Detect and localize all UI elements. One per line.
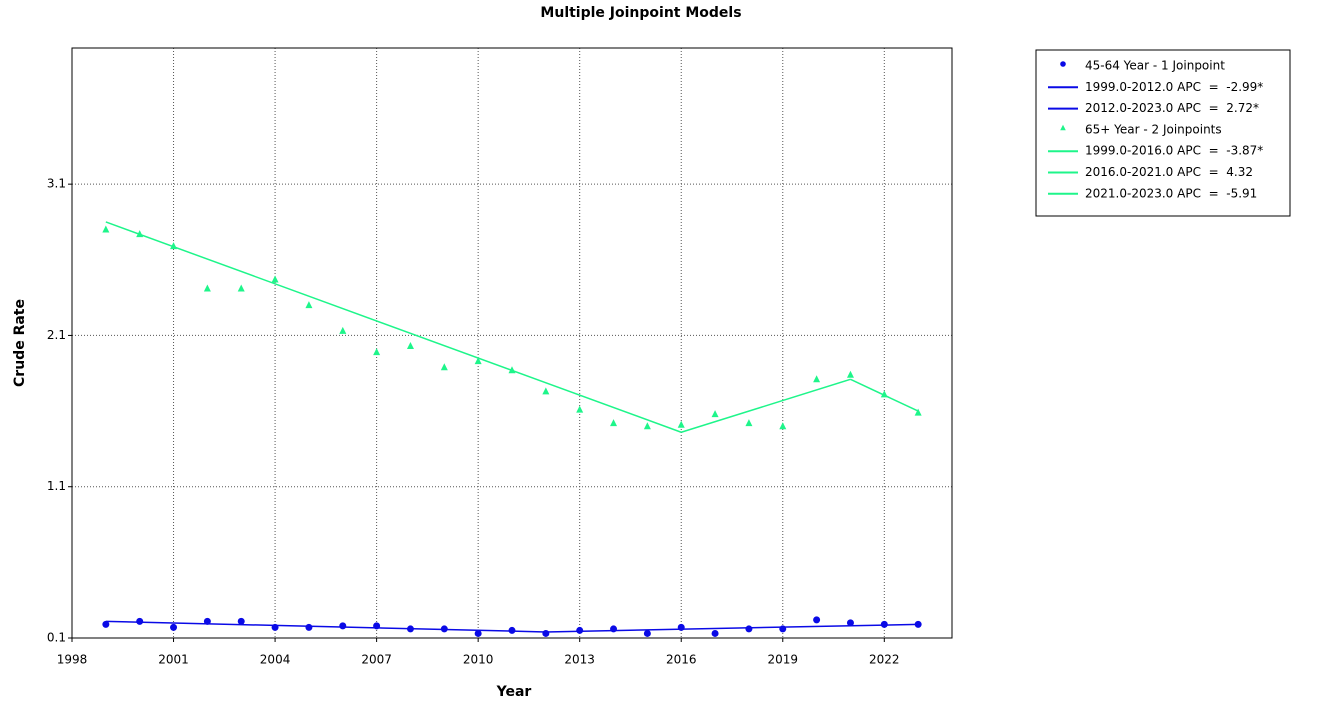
- marker: [813, 616, 821, 624]
- fit-line: [681, 378, 851, 433]
- legend-marker: [1060, 124, 1066, 131]
- marker: [643, 629, 651, 637]
- x-tick-label: 2010: [463, 653, 494, 667]
- marker: [576, 405, 584, 413]
- marker: [779, 422, 787, 430]
- chart-title: Multiple Joinpoint Models: [540, 5, 741, 21]
- marker: [880, 390, 888, 398]
- marker: [576, 626, 584, 634]
- marker: [440, 625, 448, 633]
- marker: [474, 357, 482, 365]
- legend-label: 2012.0-2023.0 APC = 2.72*: [1085, 101, 1259, 115]
- marker: [339, 622, 347, 630]
- marker: [203, 284, 211, 292]
- x-tick-label: 2013: [564, 653, 595, 667]
- y-tick-label: 2.1: [47, 328, 66, 342]
- marker: [711, 410, 719, 418]
- marker: [813, 375, 821, 383]
- marker: [542, 387, 550, 395]
- marker: [170, 623, 178, 631]
- marker: [305, 301, 313, 309]
- marker: [440, 363, 448, 371]
- marker: [203, 617, 211, 625]
- marker: [542, 629, 550, 637]
- marker: [406, 342, 414, 350]
- marker: [779, 625, 787, 633]
- marker: [745, 419, 753, 427]
- legend-marker: [1060, 61, 1066, 67]
- y-tick-label: 0.1: [47, 631, 66, 645]
- x-tick-label: 2007: [361, 653, 392, 667]
- marker: [339, 326, 347, 334]
- marker: [136, 230, 144, 238]
- marker: [102, 620, 110, 628]
- legend-label: 2021.0-2023.0 APC = -5.91: [1085, 186, 1257, 200]
- x-tick-label: 2001: [158, 653, 189, 667]
- x-tick-label: 1998: [57, 653, 88, 667]
- marker: [677, 420, 685, 428]
- x-tick-label: 2022: [869, 653, 900, 667]
- marker: [136, 617, 144, 625]
- x-tick-label: 2004: [260, 653, 291, 667]
- legend-label: 45-64 Year - 1 Joinpoint: [1085, 59, 1225, 73]
- marker: [102, 225, 110, 233]
- fit-line: [105, 221, 682, 433]
- marker: [271, 623, 279, 631]
- marker: [610, 625, 618, 633]
- marker: [745, 625, 753, 633]
- marker: [406, 625, 414, 633]
- marker: [914, 408, 922, 416]
- marker: [474, 629, 482, 637]
- marker: [373, 348, 381, 356]
- marker: [643, 422, 651, 430]
- y-tick-label: 3.1: [47, 177, 66, 191]
- fit-line: [105, 620, 546, 633]
- marker: [237, 284, 245, 292]
- legend-label: 65+ Year - 2 Joinpoints: [1085, 122, 1222, 136]
- legend-label: 2016.0-2021.0 APC = 4.32: [1085, 165, 1253, 179]
- marker: [271, 275, 279, 283]
- marker: [170, 242, 178, 250]
- marker: [677, 623, 685, 631]
- legend-box: [1035, 49, 1291, 217]
- legend-label: 1999.0-2012.0 APC = -2.99*: [1085, 80, 1263, 94]
- x-tick-label: 2019: [767, 653, 798, 667]
- x-tick-label: 2016: [666, 653, 697, 667]
- legend-label: 1999.0-2016.0 APC = -3.87*: [1085, 144, 1263, 158]
- marker: [880, 620, 888, 628]
- marker: [610, 419, 618, 427]
- marker: [914, 620, 922, 628]
- marker: [508, 366, 516, 374]
- marker: [237, 617, 245, 625]
- y-axis-label: Crude Rate: [12, 299, 28, 387]
- x-axis-label: Year: [496, 684, 532, 700]
- marker: [508, 626, 516, 634]
- plot-frame: [71, 47, 953, 639]
- fit-line: [545, 623, 919, 633]
- marker: [373, 622, 381, 630]
- marker: [305, 623, 313, 631]
- marker: [846, 370, 854, 378]
- marker: [846, 619, 854, 627]
- marker: [711, 629, 719, 637]
- y-tick-label: 1.1: [47, 479, 66, 493]
